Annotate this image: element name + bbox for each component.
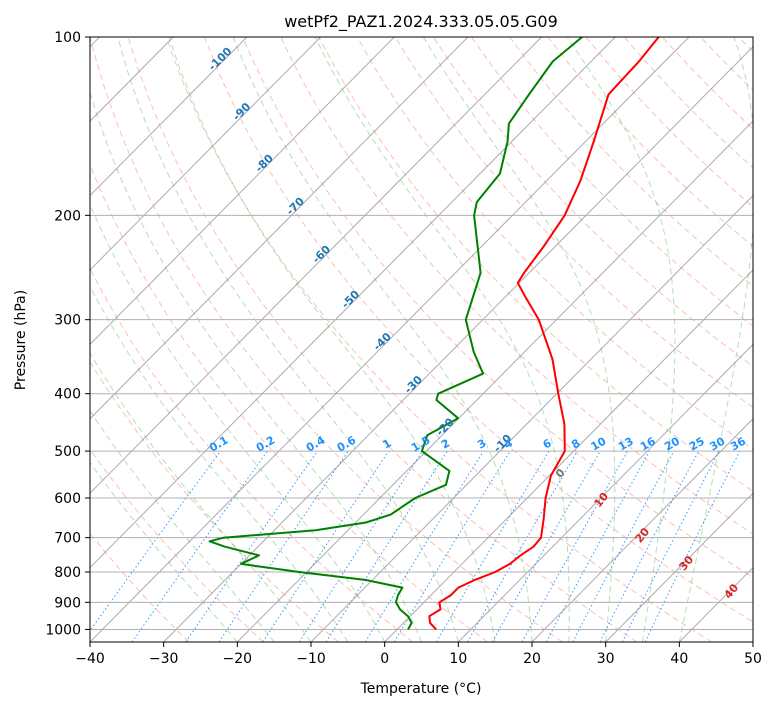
x-tick-label: 10 — [449, 651, 467, 667]
temperature-line — [428, 37, 660, 631]
y-axis: 1000 900 800 700 600 500 400 300 200 100 — [45, 30, 90, 638]
isotherm-line — [384, 269, 753, 642]
x-axis-label: Temperature (°C) — [360, 681, 482, 697]
dry-adiabat — [394, 37, 753, 409]
dry-adiabat — [90, 267, 414, 642]
isotherm-line — [90, 37, 248, 197]
mixing-ratio-line — [393, 450, 511, 642]
isotherm-line — [163, 46, 753, 642]
mixing-ratio-line — [572, 450, 675, 642]
dry-adiabat — [90, 360, 339, 642]
isotherm-line — [310, 194, 753, 642]
moist-adiabat — [168, 37, 496, 642]
dewpoint-line — [208, 37, 583, 630]
moist-adiabat — [90, 409, 275, 642]
moist-adiabat — [314, 37, 570, 642]
y-tick-label: 300 — [54, 313, 81, 329]
y-tick-label: 200 — [54, 208, 81, 224]
dry-adiabat — [318, 37, 753, 492]
y-tick-label: 900 — [54, 595, 81, 611]
dry-adiabat — [165, 37, 712, 642]
isotherm-line — [90, 37, 321, 271]
moist-adiabat — [90, 90, 422, 642]
isotherm-line — [90, 37, 395, 346]
moist-adiabat — [90, 461, 238, 642]
y-axis-label: Pressure (hPa) — [13, 290, 29, 390]
mixing-ratio-line — [325, 450, 448, 642]
x-tick-label: 0 — [380, 651, 389, 667]
grid-lines — [90, 37, 753, 642]
dry-adiabat — [90, 448, 264, 642]
mixing-ratio-line — [298, 450, 423, 642]
y-tick-label: 400 — [54, 387, 81, 403]
y-tick-label: 600 — [54, 491, 81, 507]
x-axis: −40 −30 −20 −10 0 10 20 30 40 50 — [75, 642, 762, 667]
y-tick-label: 100 — [54, 30, 81, 46]
mixing-ratio-line — [90, 450, 221, 632]
isotherm-line — [90, 37, 542, 494]
mixing-ratio-line — [545, 450, 651, 642]
dry-adiabat — [242, 37, 753, 579]
chart-title: wetPf2_PAZ1.2024.333.05.05.G09 — [284, 12, 558, 32]
dry-adiabat — [90, 37, 563, 642]
moist-adiabat — [678, 37, 753, 642]
x-tick-label: 40 — [670, 651, 688, 667]
moist-adiabat — [422, 37, 616, 642]
x-tick-label: 30 — [597, 651, 615, 667]
y-tick-label: 700 — [54, 531, 81, 547]
x-tick-label: −20 — [223, 651, 253, 667]
x-tick-label: 50 — [744, 651, 762, 667]
background-lines — [90, 37, 753, 642]
moist-adiabat — [90, 203, 386, 642]
moist-adiabat — [566, 37, 676, 642]
moist-adiabat — [232, 37, 533, 642]
isotherm-line — [531, 418, 753, 642]
series-lines — [208, 37, 660, 631]
isotherm-line — [457, 343, 753, 642]
isotherm-line — [90, 37, 469, 420]
dry-adiabat — [509, 37, 753, 287]
dry-adiabat — [203, 37, 753, 623]
moist-adiabat — [90, 285, 349, 642]
y-tick-label: 1000 — [45, 622, 81, 638]
x-tick-label: −40 — [75, 651, 105, 667]
dry-adiabat — [127, 37, 638, 642]
dry-adiabat — [471, 37, 753, 327]
plot-frame — [89, 36, 754, 643]
x-tick-label: −10 — [296, 651, 326, 667]
mixing-ratio-line — [218, 450, 349, 642]
isotherm-line — [90, 37, 616, 569]
y-tick-label: 800 — [54, 565, 81, 581]
x-tick-label: −30 — [149, 651, 179, 667]
mixing-ratio-line — [621, 450, 720, 642]
isotherm-line — [90, 37, 690, 642]
isotherm-line — [236, 120, 753, 642]
isotherm-line — [605, 492, 753, 642]
mixing-ratio-line — [644, 450, 741, 642]
mixing-ratio-line — [364, 450, 484, 642]
y-tick-label: 500 — [54, 444, 81, 460]
mixing-ratio-line — [521, 450, 629, 642]
dry-adiabat — [432, 37, 753, 368]
x-tick-label: 20 — [523, 651, 541, 667]
dry-adiabat — [356, 37, 753, 450]
mixing-ratio-line — [262, 450, 390, 642]
mixing-ratio-line — [185, 450, 318, 642]
